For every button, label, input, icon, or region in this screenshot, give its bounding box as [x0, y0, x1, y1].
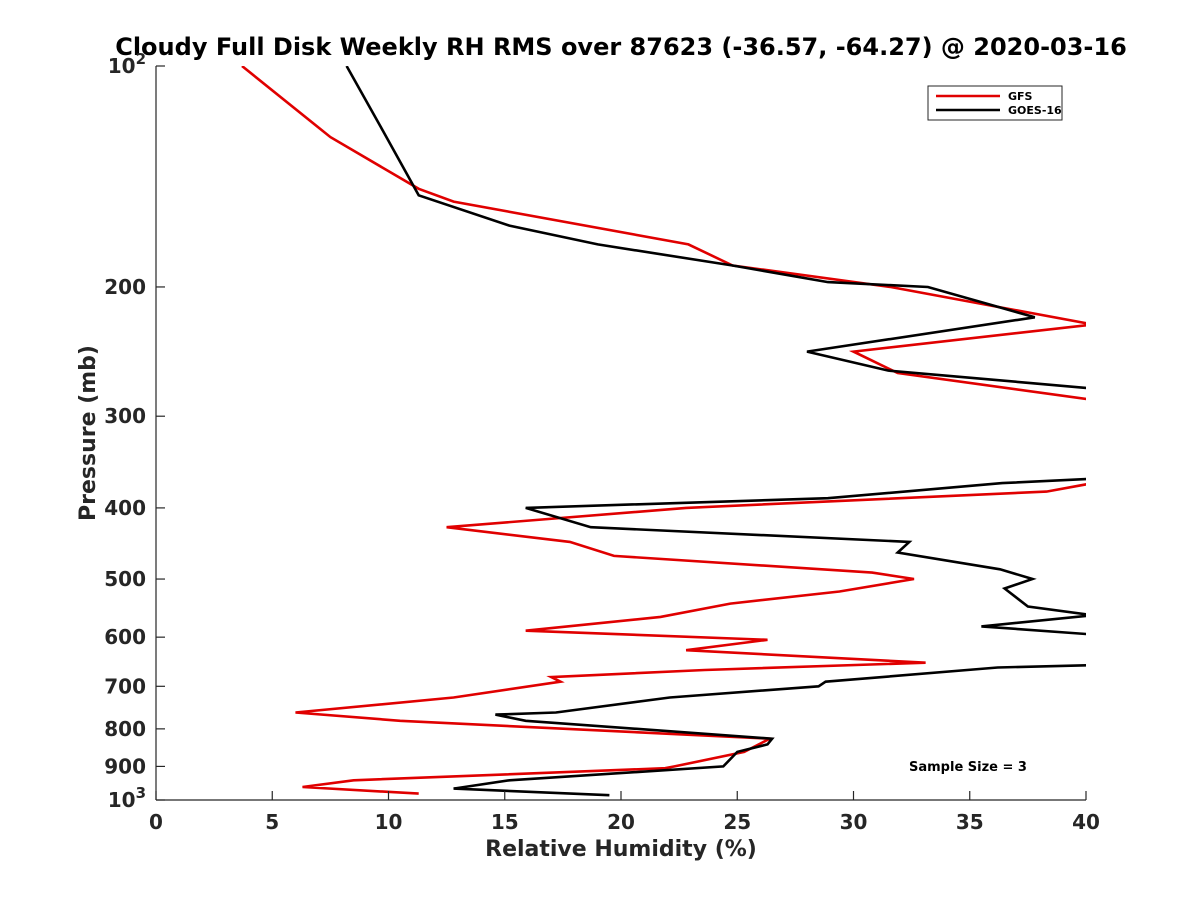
y-tick-label: 700 — [104, 674, 146, 698]
series-line-goes-16 — [345, 66, 1086, 797]
legend-label: GOES-16 — [1008, 104, 1062, 117]
legend-label: GFS — [1008, 90, 1033, 103]
axes-layer: 0 5 10 15 20 25 30 35 40 102 200 300 400 500 600 700 800… — [104, 50, 1100, 834]
sample-size-annotation: Sample Size = 3 — [909, 760, 1027, 775]
x-tick-label: 20 — [607, 810, 635, 834]
x-tick-label: 40 — [1072, 810, 1100, 834]
y-tick-label: 200 — [104, 275, 146, 299]
legend-box — [927, 85, 1063, 121]
y-tick-label: 400 — [104, 496, 146, 520]
y-tick-label: 102 — [108, 50, 146, 78]
y-tick-label: 900 — [104, 754, 146, 778]
series-line-gfs — [241, 66, 1086, 795]
y-tick-label: 500 — [104, 567, 146, 591]
x-axis-label: Relative Humidity (%) — [485, 837, 757, 862]
y-tick-label: 300 — [104, 404, 146, 428]
x-tick-label: 5 — [265, 810, 279, 834]
y-tick-label: 600 — [104, 625, 146, 649]
x-tick-label: 15 — [491, 810, 519, 834]
y-tick-label: 800 — [104, 717, 146, 741]
chart-title: Cloudy Full Disk Weekly RH RMS over 8762… — [115, 33, 1127, 61]
x-tick-label: 35 — [956, 810, 984, 834]
x-tick-label: 30 — [840, 810, 868, 834]
x-tick-label: 25 — [723, 810, 751, 834]
x-tick-label: 0 — [149, 810, 163, 834]
x-tick-label: 10 — [375, 810, 403, 834]
y-axis-label: Pressure (mb) — [76, 345, 101, 521]
y-tick-label: 103 — [108, 784, 146, 812]
plot-lines-layer — [241, 66, 1086, 797]
